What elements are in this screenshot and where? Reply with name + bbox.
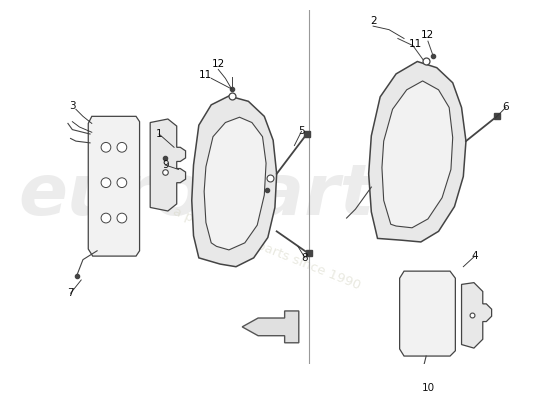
Polygon shape: [382, 81, 453, 228]
Text: 1: 1: [156, 129, 162, 139]
Text: 2: 2: [370, 16, 376, 26]
Circle shape: [117, 213, 126, 223]
Circle shape: [101, 213, 111, 223]
Circle shape: [117, 142, 126, 152]
Polygon shape: [204, 117, 266, 250]
Text: 11: 11: [199, 70, 212, 80]
Text: 12: 12: [421, 30, 434, 40]
Text: 4: 4: [471, 251, 478, 261]
Text: 3: 3: [69, 101, 76, 111]
Polygon shape: [461, 283, 492, 348]
Polygon shape: [192, 96, 277, 267]
Text: a passion for parts since 1990: a passion for parts since 1990: [171, 205, 362, 293]
Polygon shape: [88, 116, 140, 256]
Text: 8: 8: [301, 253, 309, 263]
Polygon shape: [400, 271, 455, 356]
Circle shape: [101, 142, 111, 152]
Polygon shape: [242, 311, 299, 343]
Circle shape: [101, 178, 111, 188]
Circle shape: [117, 178, 126, 188]
Polygon shape: [150, 119, 185, 211]
Text: 7: 7: [67, 288, 74, 298]
Text: 10: 10: [422, 383, 436, 393]
Text: europarts: europarts: [19, 162, 418, 230]
Polygon shape: [368, 62, 466, 242]
Text: 6: 6: [503, 102, 509, 112]
Text: 9: 9: [162, 160, 168, 170]
Text: 5: 5: [298, 126, 305, 136]
Text: 11: 11: [409, 39, 422, 49]
Text: 12: 12: [212, 59, 225, 69]
